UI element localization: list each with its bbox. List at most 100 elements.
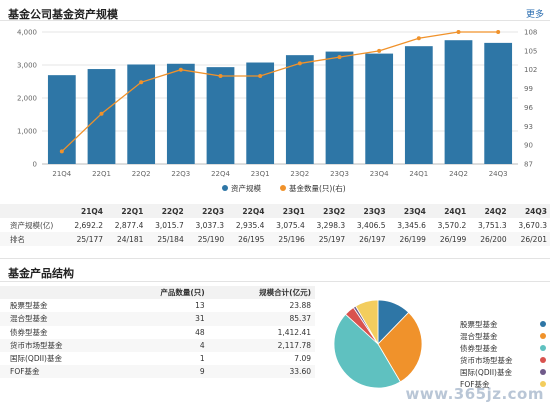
table-header-blank — [0, 204, 66, 218]
asset-scale-table: 21Q4 22Q1 22Q2 22Q3 22Q4 23Q1 23Q2 23Q3 23Q4 24Q1… — [0, 204, 550, 246]
x-tick-label: 23Q3 — [330, 170, 349, 178]
rank-cell: 26/200 — [469, 232, 510, 246]
fund-type: FOF基金 — [0, 365, 113, 379]
fund-count: 4 — [112, 338, 209, 352]
table-header-quarter: 22Q4 — [227, 204, 268, 218]
pie-legend-marker — [540, 333, 546, 339]
rank-cell: 25/196 — [267, 232, 308, 246]
pie-legend-marker — [540, 345, 546, 351]
asset-scale-cell: 3,345.6 — [397, 220, 426, 230]
x-tick-label: 22Q2 — [132, 170, 151, 178]
y-tick-right: 90 — [524, 142, 533, 150]
x-tick-label: 23Q1 — [251, 170, 270, 178]
table-header-quarter: 23Q1 — [267, 204, 308, 218]
fund-scale: 23.88 — [289, 301, 311, 311]
table-header-quarter: 22Q2 — [146, 204, 187, 218]
pie-legend-label: 股票型基金 — [460, 319, 498, 329]
section2-divider — [0, 281, 550, 282]
fund-type: 混合型基金 — [0, 312, 113, 326]
watermark-logo: www.365jz.com — [405, 385, 544, 403]
y-tick-right: 108 — [524, 29, 537, 37]
section-title-asset-scale: 基金公司基金资产规模 — [8, 8, 118, 21]
x-tick-label: 24Q2 — [449, 170, 468, 178]
table-header-quarter: 22Q1 — [106, 204, 147, 218]
y-tick-right: 105 — [524, 47, 537, 55]
asset-scale-chart: 4,000 3,000 2,000 1,000 0 108 105 102 99 96 93 90 87… — [17, 29, 537, 194]
asset-scale-cell: 3,075.4 — [276, 220, 305, 230]
table-header-quarter: 23Q2 — [307, 204, 349, 218]
fund-count-point — [337, 55, 342, 60]
asset-scale-cell: 2,935.4 — [235, 220, 265, 230]
x-tick-label: 24Q3 — [489, 170, 508, 178]
x-tick-label: 23Q2 — [290, 170, 309, 178]
rank-cell: 25/190 — [186, 232, 228, 246]
x-tick-label: 24Q1 — [409, 170, 428, 178]
fund-count-point — [59, 149, 64, 154]
pie-legend-label: 货币市场型基金 — [460, 355, 513, 365]
fund-count-point — [139, 80, 144, 85]
header-scale: 规模合计(亿元) — [208, 286, 315, 300]
asset-scale-cell: 3,751.3 — [477, 220, 507, 230]
fund-scale: 2,117.78 — [208, 338, 315, 352]
rank-cell: 26/201 — [509, 232, 550, 246]
legend-marker-fund-count — [280, 185, 286, 191]
pie-legend-marker — [540, 357, 546, 363]
asset-scale-cell: 3,670.3 — [518, 220, 547, 230]
rank-cell: 24/181 — [106, 232, 147, 246]
y-tick-right: 96 — [524, 104, 533, 112]
x-tick-label: 23Q4 — [370, 170, 389, 178]
rank-cell: 25/184 — [146, 232, 187, 246]
y-tick-right: 99 — [524, 85, 533, 93]
asset-scale-cell: 3,015.7 — [155, 220, 184, 230]
fund-count-line — [61, 31, 499, 152]
rank-cell: 26/199 — [388, 232, 429, 246]
more-link[interactable]: 更多 — [525, 10, 544, 20]
fund-scale: 85.37 — [208, 312, 315, 326]
y-tick-left: 4,000 — [17, 29, 37, 37]
pie-legend-label: FOF基金 — [460, 379, 490, 389]
fund-type: 债券型基金 — [10, 327, 48, 337]
pie-legend-marker — [540, 369, 546, 375]
y-tick-left: 0 — [33, 161, 37, 169]
x-tick-label: 22Q4 — [211, 170, 230, 178]
fund-count-point — [178, 67, 183, 72]
bar-23Q2 — [285, 55, 314, 165]
table-row: 货币市场型基金 4 2,117.78 — [0, 338, 315, 352]
table-header-quarter: 21Q4 — [65, 204, 107, 218]
table-row: 债券型基金 48 1,412.41 — [0, 326, 315, 339]
fund-count-point — [258, 74, 263, 78]
row-label-rank: 排名 — [0, 232, 66, 246]
fund-scale: 33.60 — [208, 365, 315, 379]
table-header-quarter: 22Q3 — [186, 204, 228, 218]
asset-scale-cell: 3,406.5 — [356, 220, 386, 230]
fund-count-point — [377, 48, 382, 53]
fund-count: 13 — [195, 301, 205, 311]
pie-slice — [333, 313, 401, 389]
y-tick-right: 87 — [524, 161, 533, 169]
table-header-quarter: 24Q2 — [469, 204, 510, 218]
pie-slice — [377, 311, 423, 383]
pie-slice — [355, 299, 379, 346]
fund-type: 货币市场型基金 — [0, 338, 113, 352]
asset-scale-cell: 3,298.3 — [316, 220, 346, 230]
asset-scale-cell: 3,570.2 — [437, 220, 467, 230]
bar-22Q3 — [166, 63, 195, 164]
fund-count-point — [297, 61, 302, 66]
asset-scale-cell: 2,692.2 — [74, 220, 104, 230]
bar-24Q3 — [484, 42, 513, 165]
fund-count: 1 — [199, 354, 205, 364]
header-type — [0, 286, 113, 300]
fund-count: 9 — [112, 365, 209, 379]
rank-cell: 26/199 — [428, 232, 470, 246]
pie-legend-label: 国际(QDII)基金 — [460, 367, 512, 377]
fund-count-point — [456, 30, 461, 34]
rank-cell: 26/197 — [348, 232, 389, 246]
fund-scale: 7.09 — [294, 354, 311, 364]
y-tick-left: 2,000 — [17, 95, 37, 103]
bar-24Q2 — [444, 40, 473, 164]
fund-count-point — [416, 36, 421, 41]
y-tick-left: 1,000 — [17, 128, 37, 136]
fund-count-point — [218, 74, 223, 78]
fund-count: 48 — [195, 327, 205, 337]
legend-label-asset-scale: 资产规模 — [231, 183, 261, 193]
